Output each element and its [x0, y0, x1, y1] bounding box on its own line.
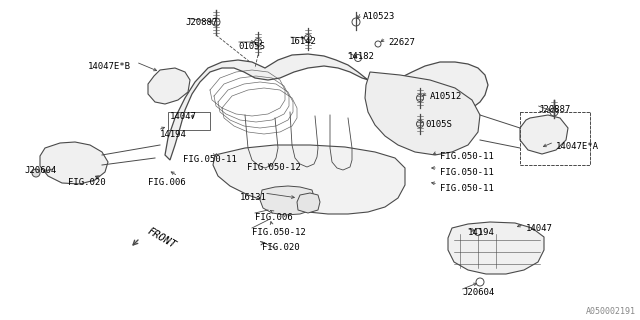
Polygon shape: [520, 115, 568, 154]
Text: FIG.020: FIG.020: [68, 178, 106, 187]
Text: 14194: 14194: [468, 228, 495, 237]
Text: 14047: 14047: [170, 112, 197, 121]
Polygon shape: [40, 142, 108, 184]
Polygon shape: [448, 222, 544, 274]
Circle shape: [32, 169, 40, 177]
Text: 16142: 16142: [290, 37, 317, 46]
Text: FIG.050-11: FIG.050-11: [440, 168, 493, 177]
Text: A10523: A10523: [363, 12, 396, 21]
Text: FIG.050-11: FIG.050-11: [440, 184, 493, 193]
Text: 14182: 14182: [348, 52, 375, 61]
Text: FIG.050-11: FIG.050-11: [183, 155, 237, 164]
Text: A050002191: A050002191: [586, 307, 636, 316]
Text: J20604: J20604: [24, 166, 56, 175]
Polygon shape: [148, 68, 190, 104]
Text: 14047: 14047: [526, 224, 553, 233]
Text: 14047E*B: 14047E*B: [88, 62, 131, 71]
Text: FIG.050-12: FIG.050-12: [252, 228, 306, 237]
Text: FIG.050-12: FIG.050-12: [247, 163, 301, 172]
Polygon shape: [365, 72, 480, 155]
Text: J20887: J20887: [538, 105, 570, 114]
Polygon shape: [297, 193, 320, 213]
Text: 22627: 22627: [388, 38, 415, 47]
Text: 14047E*A: 14047E*A: [556, 142, 599, 151]
Text: 16131: 16131: [240, 193, 267, 202]
Polygon shape: [213, 145, 405, 214]
Text: J20887: J20887: [185, 18, 217, 27]
Text: FIG.020: FIG.020: [262, 243, 300, 252]
Text: J20604: J20604: [462, 288, 494, 297]
Text: FRONT: FRONT: [146, 226, 178, 250]
Text: FIG.006: FIG.006: [255, 213, 292, 222]
Polygon shape: [260, 186, 315, 215]
Polygon shape: [165, 54, 488, 160]
Text: A10512: A10512: [430, 92, 462, 101]
Text: FIG.006: FIG.006: [148, 178, 186, 187]
Text: 0105S: 0105S: [425, 120, 452, 129]
Text: 14194: 14194: [160, 130, 187, 139]
Text: FIG.050-11: FIG.050-11: [440, 152, 493, 161]
Text: 0105S: 0105S: [238, 42, 265, 51]
